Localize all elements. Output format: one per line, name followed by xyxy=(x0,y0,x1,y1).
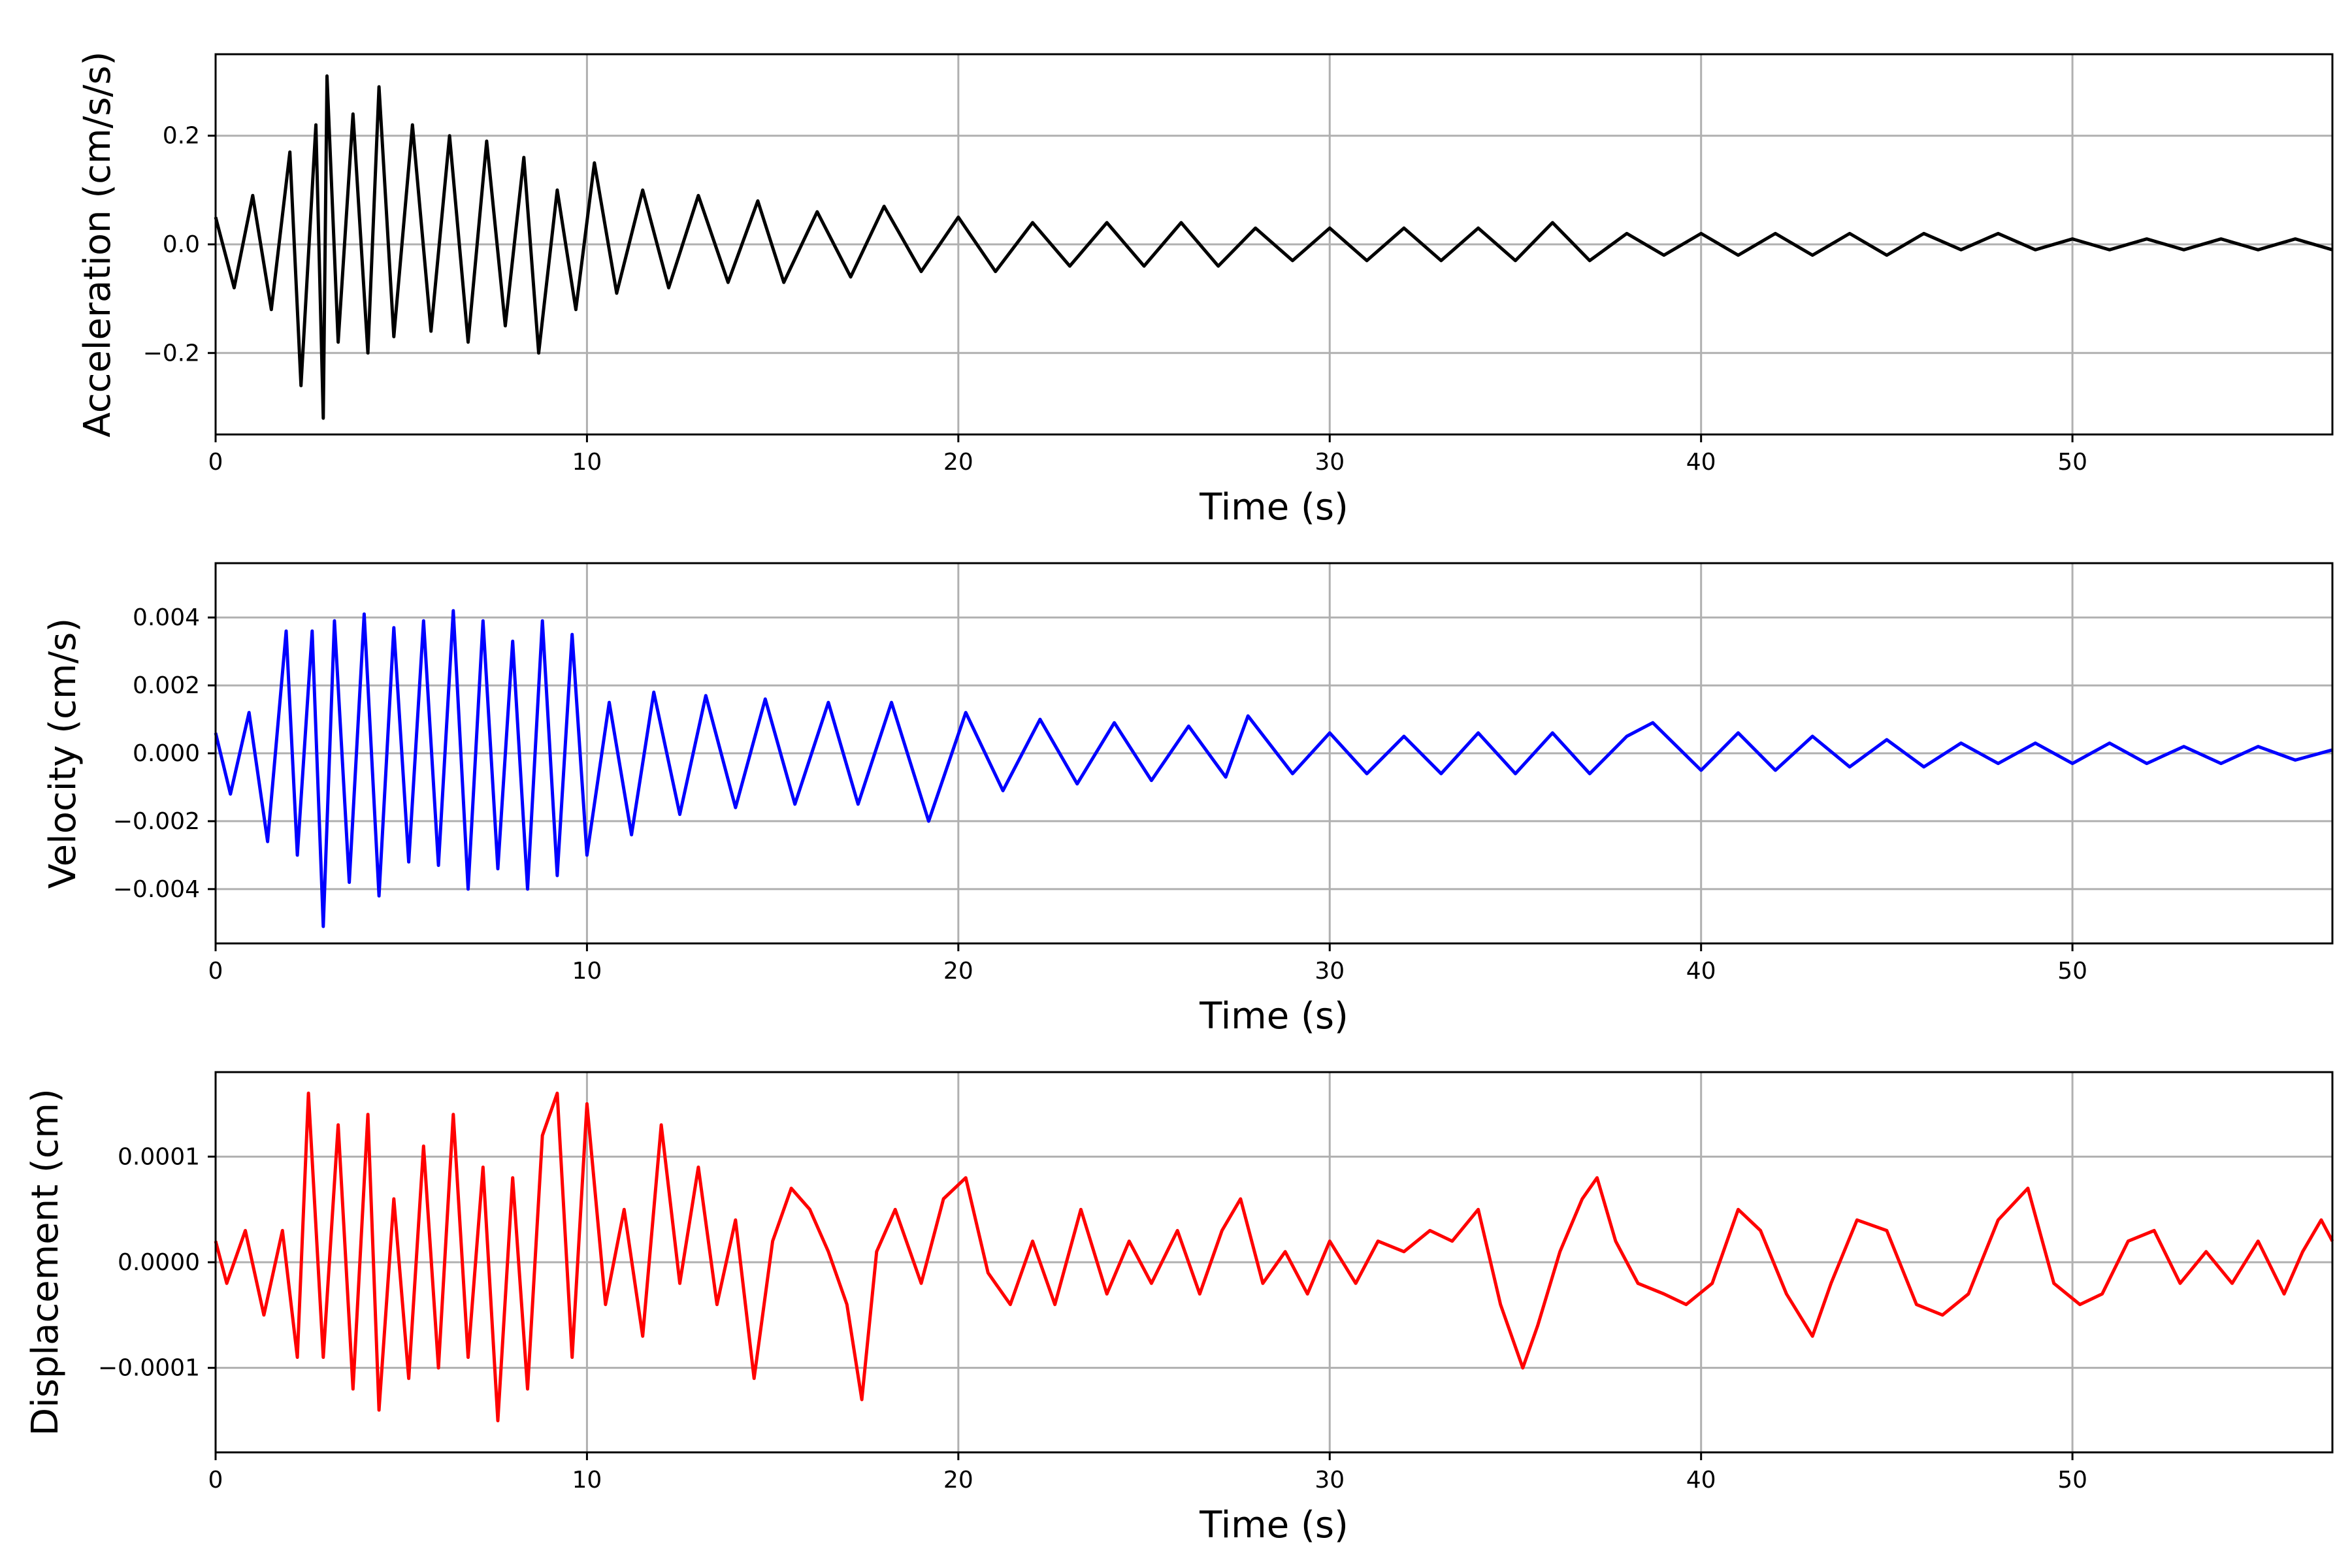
acceleration-y-tick-label: 0.2 xyxy=(163,123,200,150)
acceleration-x-tick-label: 10 xyxy=(572,449,602,476)
velocity-panel: 0 10 20 30 40 50 −0.004 −0.002 0.000 0.002 0.004 Ti… xyxy=(42,562,2334,1037)
displacement-x-axis-label: Time (s) xyxy=(1199,1504,1348,1546)
velocity-y-tick-label: 0.002 xyxy=(133,672,200,699)
displacement-y-tick-label: 0.0000 xyxy=(118,1249,200,1276)
acceleration-x-tick-label: 50 xyxy=(2057,449,2087,476)
velocity-x-axis-label: Time (s) xyxy=(1199,995,1348,1037)
velocity-y-tick-label: 0.000 xyxy=(133,740,200,767)
velocity-x-tick-label: 10 xyxy=(572,958,602,985)
displacement-x-tick-label: 50 xyxy=(2057,1467,2087,1494)
displacement-x-tick-label: 20 xyxy=(943,1467,973,1494)
acceleration-series-line xyxy=(214,74,2333,420)
acceleration-x-tick-label: 30 xyxy=(1315,449,1345,476)
velocity-series-line xyxy=(214,609,2333,928)
acceleration-panel: 0 10 20 30 40 50 −0.2 0.0 0.2 Time (s) Acceleratio… xyxy=(76,52,2334,529)
velocity-x-tick-label: 20 xyxy=(943,958,973,985)
displacement-panel: 0 10 20 30 40 50 −0.0001 0.0000 0.0001 Time (s) Di… xyxy=(24,1071,2334,1546)
acceleration-x-tick-label: 40 xyxy=(1686,449,1716,476)
acceleration-y-tick-label: 0.0 xyxy=(163,231,200,258)
velocity-x-tick-label: 30 xyxy=(1315,958,1345,985)
velocity-y-tick-label: 0.004 xyxy=(133,604,200,631)
displacement-y-tick-label: −0.0001 xyxy=(98,1355,200,1382)
acceleration-x-tick-label: 0 xyxy=(208,449,223,476)
panels: 0 10 20 30 40 50 −0.2 0.0 0.2 Time (s) Acceleratio… xyxy=(24,52,2334,1546)
displacement-x-tick-label: 0 xyxy=(208,1467,223,1494)
displacement-x-tick-label: 40 xyxy=(1686,1467,1716,1494)
velocity-y-tick-label: −0.004 xyxy=(113,876,200,903)
displacement-y-axis-label: Displacement (cm) xyxy=(24,1088,67,1436)
velocity-x-tick-label: 40 xyxy=(1686,958,1716,985)
acceleration-y-tick-label: −0.2 xyxy=(143,340,200,367)
velocity-y-tick-label: −0.002 xyxy=(113,808,200,835)
displacement-series-line xyxy=(214,1091,2334,1422)
velocity-x-tick-label: 0 xyxy=(208,958,223,985)
displacement-y-tick-label: 0.0001 xyxy=(118,1143,200,1170)
acceleration-x-tick-label: 20 xyxy=(943,449,973,476)
velocity-y-axis-label: Velocity (cm/s) xyxy=(42,618,84,889)
acceleration-x-axis-label: Time (s) xyxy=(1199,486,1348,529)
displacement-x-tick-label: 30 xyxy=(1315,1467,1345,1494)
velocity-x-tick-label: 50 xyxy=(2057,958,2087,985)
displacement-x-tick-label: 10 xyxy=(572,1467,602,1494)
acceleration-y-axis-label: Acceleration (cm/s/s) xyxy=(76,52,119,438)
